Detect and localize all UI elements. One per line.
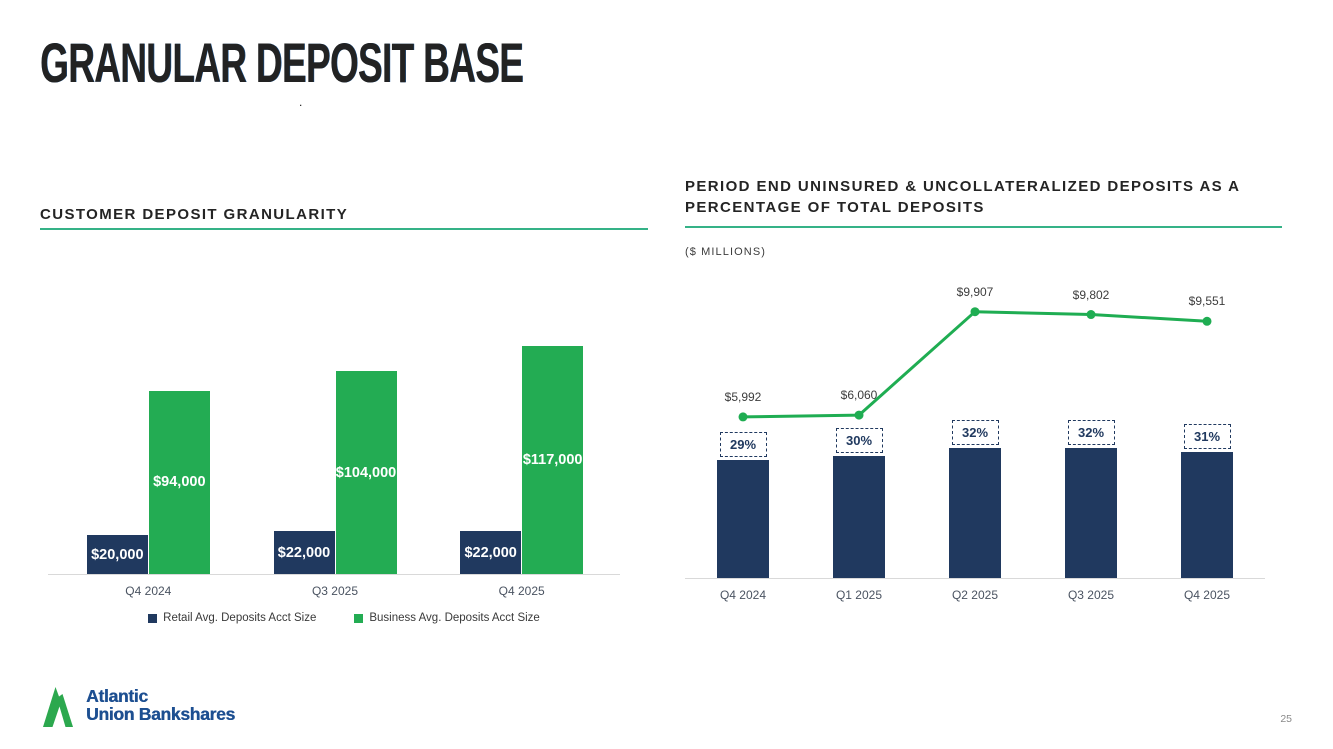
x-axis-line [685, 578, 1265, 579]
line-marker-icon [970, 307, 980, 317]
x-axis-label: Q3 2025 [1067, 588, 1115, 602]
percentage-label-box: 32% [1067, 419, 1115, 445]
x-axis-label: Q4 2024 [125, 584, 172, 598]
percentage-bar [1065, 447, 1117, 578]
line-marker-icon [738, 412, 748, 422]
logo-mark-icon [43, 687, 73, 727]
retail-bar: $22,000 [460, 531, 522, 574]
logo-line2: Union Bankshares [86, 704, 235, 724]
bar-value-label: $22,000 [277, 544, 331, 561]
x-axis-label: Q4 2025 [1183, 588, 1231, 602]
bar-value-label: $20,000 [91, 546, 144, 563]
page-number: 25 [1280, 713, 1292, 725]
business-bar: $104,000 [335, 371, 397, 574]
line-value-label: $9,907 [956, 284, 994, 299]
bar-value-label: $104,000 [335, 464, 397, 481]
bar-value-label: $94,000 [153, 474, 206, 491]
line-value-label: $6,060 [840, 388, 878, 403]
customer-deposit-granularity-chart: $20,000 $94,000 Q4 2024 $22,000 $104,000 Q3 2… [40, 340, 648, 610]
legend-item-business: Business Avg. Deposits Acct Size [354, 612, 540, 624]
x-axis-label: Q4 2025 [498, 584, 545, 598]
business-bar: $94,000 [148, 390, 210, 574]
percentage-label-box: 32% [951, 419, 999, 445]
business-swatch-icon [354, 613, 364, 623]
line-marker-icon [1086, 310, 1096, 320]
uninsured-deposits-chart: 29% $5,992 Q4 2024 30% $6,060 Q1 2025 32% $9,90… [685, 284, 1265, 602]
legend-item-retail: Retail Avg. Deposits Acct Size [148, 612, 316, 624]
line-marker-icon [1202, 316, 1212, 326]
business-bar: $117,000 [522, 345, 584, 574]
left-chart-title: CUSTOMER DEPOSIT GRANULARITY [40, 206, 349, 223]
right-title-rule [685, 226, 1282, 228]
logo-text: Atlantic Union Bankshares [86, 687, 235, 723]
page-title: GRANULAR DEPOSIT BASE [40, 31, 524, 94]
retail-bar: $22,000 [273, 531, 335, 574]
bar-value-label: $117,000 [522, 451, 583, 468]
percentage-bar [717, 459, 769, 578]
right-chart-title: PERIOD END UNINSURED & UNCOLLATERALIZED … [685, 178, 1240, 216]
x-axis-label: Q2 2025 [951, 588, 999, 602]
percentage-label-box: 31% [1183, 423, 1231, 449]
line-marker-icon [854, 410, 864, 420]
company-logo: Atlantic Union Bankshares [42, 687, 235, 727]
percentage-bar [1181, 451, 1233, 578]
logo-line1: Atlantic [86, 686, 148, 706]
x-axis-label: Q1 2025 [835, 588, 883, 602]
percentage-bar [949, 447, 1001, 578]
left-chart-legend: Retail Avg. Deposits Acct Size Business … [40, 612, 648, 624]
deposits-line-series [738, 307, 1212, 422]
percentage-label-box: 30% [835, 427, 883, 453]
right-chart-units: ($ MILLIONS) [685, 246, 767, 258]
line-value-label: $9,551 [1188, 294, 1226, 309]
bar-value-label: $22,000 [464, 544, 517, 561]
retail-bar: $20,000 [86, 535, 148, 574]
percentage-bar [833, 455, 885, 578]
retail-swatch-icon [148, 613, 158, 623]
legend-label-business: Business Avg. Deposits Acct Size [369, 612, 540, 624]
x-axis-line [48, 574, 620, 575]
stray-dot: . [299, 95, 303, 109]
line-value-label: $9,802 [1072, 287, 1110, 302]
x-axis-label: Q4 2024 [719, 588, 767, 602]
x-axis-label: Q3 2025 [311, 584, 359, 598]
legend-label-retail: Retail Avg. Deposits Acct Size [163, 612, 317, 624]
percentage-label-box: 29% [719, 431, 767, 457]
line-value-label: $5,992 [724, 389, 762, 404]
left-title-rule [40, 228, 648, 230]
